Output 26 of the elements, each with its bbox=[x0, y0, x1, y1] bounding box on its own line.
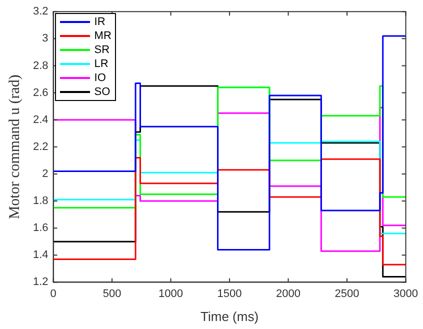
y-tick-label: 1.2 bbox=[32, 276, 48, 288]
y-tick-label: 2.2 bbox=[32, 140, 48, 153]
x-axis-title: Time (ms) bbox=[200, 308, 259, 324]
legend-label: LR bbox=[94, 58, 108, 70]
x-tick-label: 500 bbox=[102, 288, 122, 300]
y-tick-label: 3.2 bbox=[32, 6, 48, 18]
y-tick-label: 2 bbox=[42, 168, 48, 180]
legend-label: IO bbox=[94, 72, 106, 84]
legend-label: MR bbox=[94, 30, 112, 42]
y-tick-label: 2.6 bbox=[32, 86, 48, 99]
y-tick-label: 1.8 bbox=[32, 195, 48, 208]
y-tick-label: 1.4 bbox=[32, 249, 48, 262]
y-tick-label: 3 bbox=[42, 32, 48, 45]
x-tick-label: 3000 bbox=[394, 288, 418, 300]
legend-label: SR bbox=[94, 44, 110, 56]
x-tick-label: 1500 bbox=[217, 288, 242, 300]
legend-label: IR bbox=[94, 16, 106, 28]
x-tick-label: 0 bbox=[50, 288, 56, 300]
x-tick-label: 2000 bbox=[276, 288, 301, 300]
y-tick-label: 2.8 bbox=[32, 60, 48, 72]
y-axis-title: Motor command u (rad) bbox=[6, 74, 23, 220]
x-tick-label: 2500 bbox=[334, 288, 360, 300]
y-tick-label: 2.4 bbox=[32, 114, 48, 126]
y-tick-label: 1.6 bbox=[32, 222, 48, 234]
x-tick-label: 1000 bbox=[158, 288, 184, 300]
legend-label: SO bbox=[94, 86, 110, 98]
